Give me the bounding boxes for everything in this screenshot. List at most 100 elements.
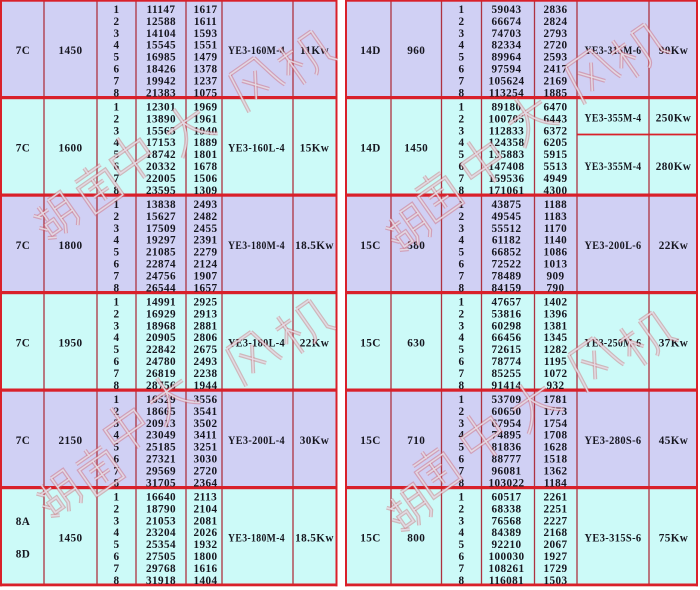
svg-text:15C: 15C bbox=[360, 240, 380, 252]
svg-text:15C: 15C bbox=[360, 338, 380, 350]
svg-text:7C: 7C bbox=[16, 143, 30, 155]
svg-text:24756: 24756 bbox=[146, 270, 176, 282]
svg-text:5: 5 bbox=[459, 539, 465, 551]
svg-text:2169: 2169 bbox=[544, 75, 568, 87]
svg-text:8: 8 bbox=[114, 185, 120, 197]
svg-text:2: 2 bbox=[114, 406, 120, 418]
svg-text:2720: 2720 bbox=[194, 465, 218, 477]
svg-text:2: 2 bbox=[114, 113, 120, 125]
svg-text:60298: 60298 bbox=[492, 320, 522, 332]
svg-text:1729: 1729 bbox=[544, 563, 568, 575]
svg-text:4: 4 bbox=[459, 40, 465, 52]
svg-text:8: 8 bbox=[459, 185, 465, 197]
svg-text:112833: 112833 bbox=[489, 125, 524, 137]
svg-text:55512: 55512 bbox=[492, 223, 522, 235]
svg-text:630: 630 bbox=[407, 338, 425, 350]
svg-text:100030: 100030 bbox=[489, 551, 525, 563]
svg-text:12301: 12301 bbox=[146, 102, 176, 114]
svg-text:2: 2 bbox=[114, 503, 120, 515]
svg-text:2913: 2913 bbox=[194, 308, 218, 320]
svg-text:790: 790 bbox=[547, 282, 565, 294]
svg-text:2482: 2482 bbox=[194, 211, 218, 223]
svg-text:7C: 7C bbox=[16, 240, 30, 252]
svg-text:1506: 1506 bbox=[194, 173, 218, 185]
svg-text:30Kw: 30Kw bbox=[300, 435, 330, 447]
svg-text:6: 6 bbox=[114, 551, 120, 563]
svg-text:8: 8 bbox=[114, 575, 120, 587]
svg-text:1183: 1183 bbox=[544, 211, 567, 223]
svg-text:7C: 7C bbox=[16, 435, 30, 447]
svg-text:2: 2 bbox=[459, 211, 465, 223]
svg-text:1381: 1381 bbox=[544, 320, 568, 332]
svg-text:18665: 18665 bbox=[146, 406, 176, 418]
svg-text:1345: 1345 bbox=[544, 332, 568, 344]
svg-text:7: 7 bbox=[114, 368, 120, 380]
svg-text:2227: 2227 bbox=[544, 515, 568, 527]
svg-text:7: 7 bbox=[459, 465, 465, 477]
svg-text:24780: 24780 bbox=[146, 356, 176, 368]
svg-text:2113: 2113 bbox=[194, 492, 217, 504]
svg-text:3: 3 bbox=[114, 320, 120, 332]
svg-text:2279: 2279 bbox=[194, 247, 218, 259]
svg-text:5: 5 bbox=[114, 247, 120, 259]
svg-text:14991: 14991 bbox=[146, 297, 176, 309]
svg-text:19942: 19942 bbox=[146, 75, 176, 87]
svg-text:8A: 8A bbox=[16, 516, 30, 528]
svg-text:2104: 2104 bbox=[194, 503, 218, 515]
svg-text:2: 2 bbox=[114, 308, 120, 320]
svg-text:3: 3 bbox=[459, 125, 465, 137]
svg-text:78489: 78489 bbox=[492, 270, 522, 282]
svg-text:1479: 1479 bbox=[194, 52, 218, 64]
svg-text:6205: 6205 bbox=[544, 137, 568, 149]
svg-text:5513: 5513 bbox=[544, 161, 568, 173]
svg-text:2675: 2675 bbox=[194, 344, 218, 356]
svg-text:7: 7 bbox=[114, 173, 120, 185]
svg-text:84389: 84389 bbox=[492, 527, 522, 539]
svg-text:1503: 1503 bbox=[544, 575, 568, 587]
svg-text:1: 1 bbox=[459, 394, 465, 406]
svg-text:7: 7 bbox=[114, 75, 120, 87]
svg-text:5: 5 bbox=[459, 442, 465, 454]
svg-text:23204: 23204 bbox=[146, 527, 176, 539]
svg-text:20332: 20332 bbox=[146, 161, 176, 173]
svg-text:74703: 74703 bbox=[492, 28, 522, 40]
svg-text:8: 8 bbox=[459, 477, 465, 489]
svg-text:2925: 2925 bbox=[194, 297, 218, 309]
svg-text:17509: 17509 bbox=[146, 223, 176, 235]
svg-text:43875: 43875 bbox=[492, 199, 522, 211]
svg-text:2493: 2493 bbox=[194, 356, 218, 368]
svg-text:1396: 1396 bbox=[544, 308, 568, 320]
svg-text:1961: 1961 bbox=[194, 113, 218, 125]
svg-text:4: 4 bbox=[114, 332, 120, 344]
svg-text:105624: 105624 bbox=[489, 75, 525, 87]
svg-text:250Kw: 250Kw bbox=[656, 112, 692, 124]
svg-text:YE3-280S-6: YE3-280S-6 bbox=[585, 435, 642, 447]
svg-text:20905: 20905 bbox=[146, 332, 176, 344]
svg-text:84159: 84159 bbox=[492, 282, 522, 294]
svg-text:5: 5 bbox=[459, 344, 465, 356]
svg-text:1: 1 bbox=[114, 492, 120, 504]
svg-text:2593: 2593 bbox=[544, 52, 568, 64]
svg-text:5: 5 bbox=[114, 344, 120, 356]
svg-text:78774: 78774 bbox=[492, 356, 522, 368]
svg-text:4: 4 bbox=[114, 527, 120, 539]
svg-text:1450: 1450 bbox=[59, 45, 83, 57]
svg-text:61182: 61182 bbox=[492, 235, 521, 247]
svg-text:100705: 100705 bbox=[489, 113, 525, 125]
svg-text:3411: 3411 bbox=[194, 430, 217, 442]
svg-text:2150: 2150 bbox=[59, 435, 83, 447]
svg-text:1969: 1969 bbox=[194, 102, 218, 114]
svg-text:3030: 3030 bbox=[194, 454, 218, 466]
svg-text:1754: 1754 bbox=[544, 418, 568, 430]
svg-text:116081: 116081 bbox=[489, 575, 524, 587]
svg-text:1: 1 bbox=[459, 4, 465, 16]
svg-text:2: 2 bbox=[459, 406, 465, 418]
svg-text:13890: 13890 bbox=[146, 113, 176, 125]
svg-text:7: 7 bbox=[459, 173, 465, 185]
svg-text:27321: 27321 bbox=[146, 454, 176, 466]
svg-text:18426: 18426 bbox=[146, 64, 176, 76]
svg-text:17153: 17153 bbox=[146, 137, 176, 149]
svg-text:1927: 1927 bbox=[544, 551, 568, 563]
svg-text:91414: 91414 bbox=[492, 380, 522, 392]
svg-text:25185: 25185 bbox=[146, 442, 176, 454]
